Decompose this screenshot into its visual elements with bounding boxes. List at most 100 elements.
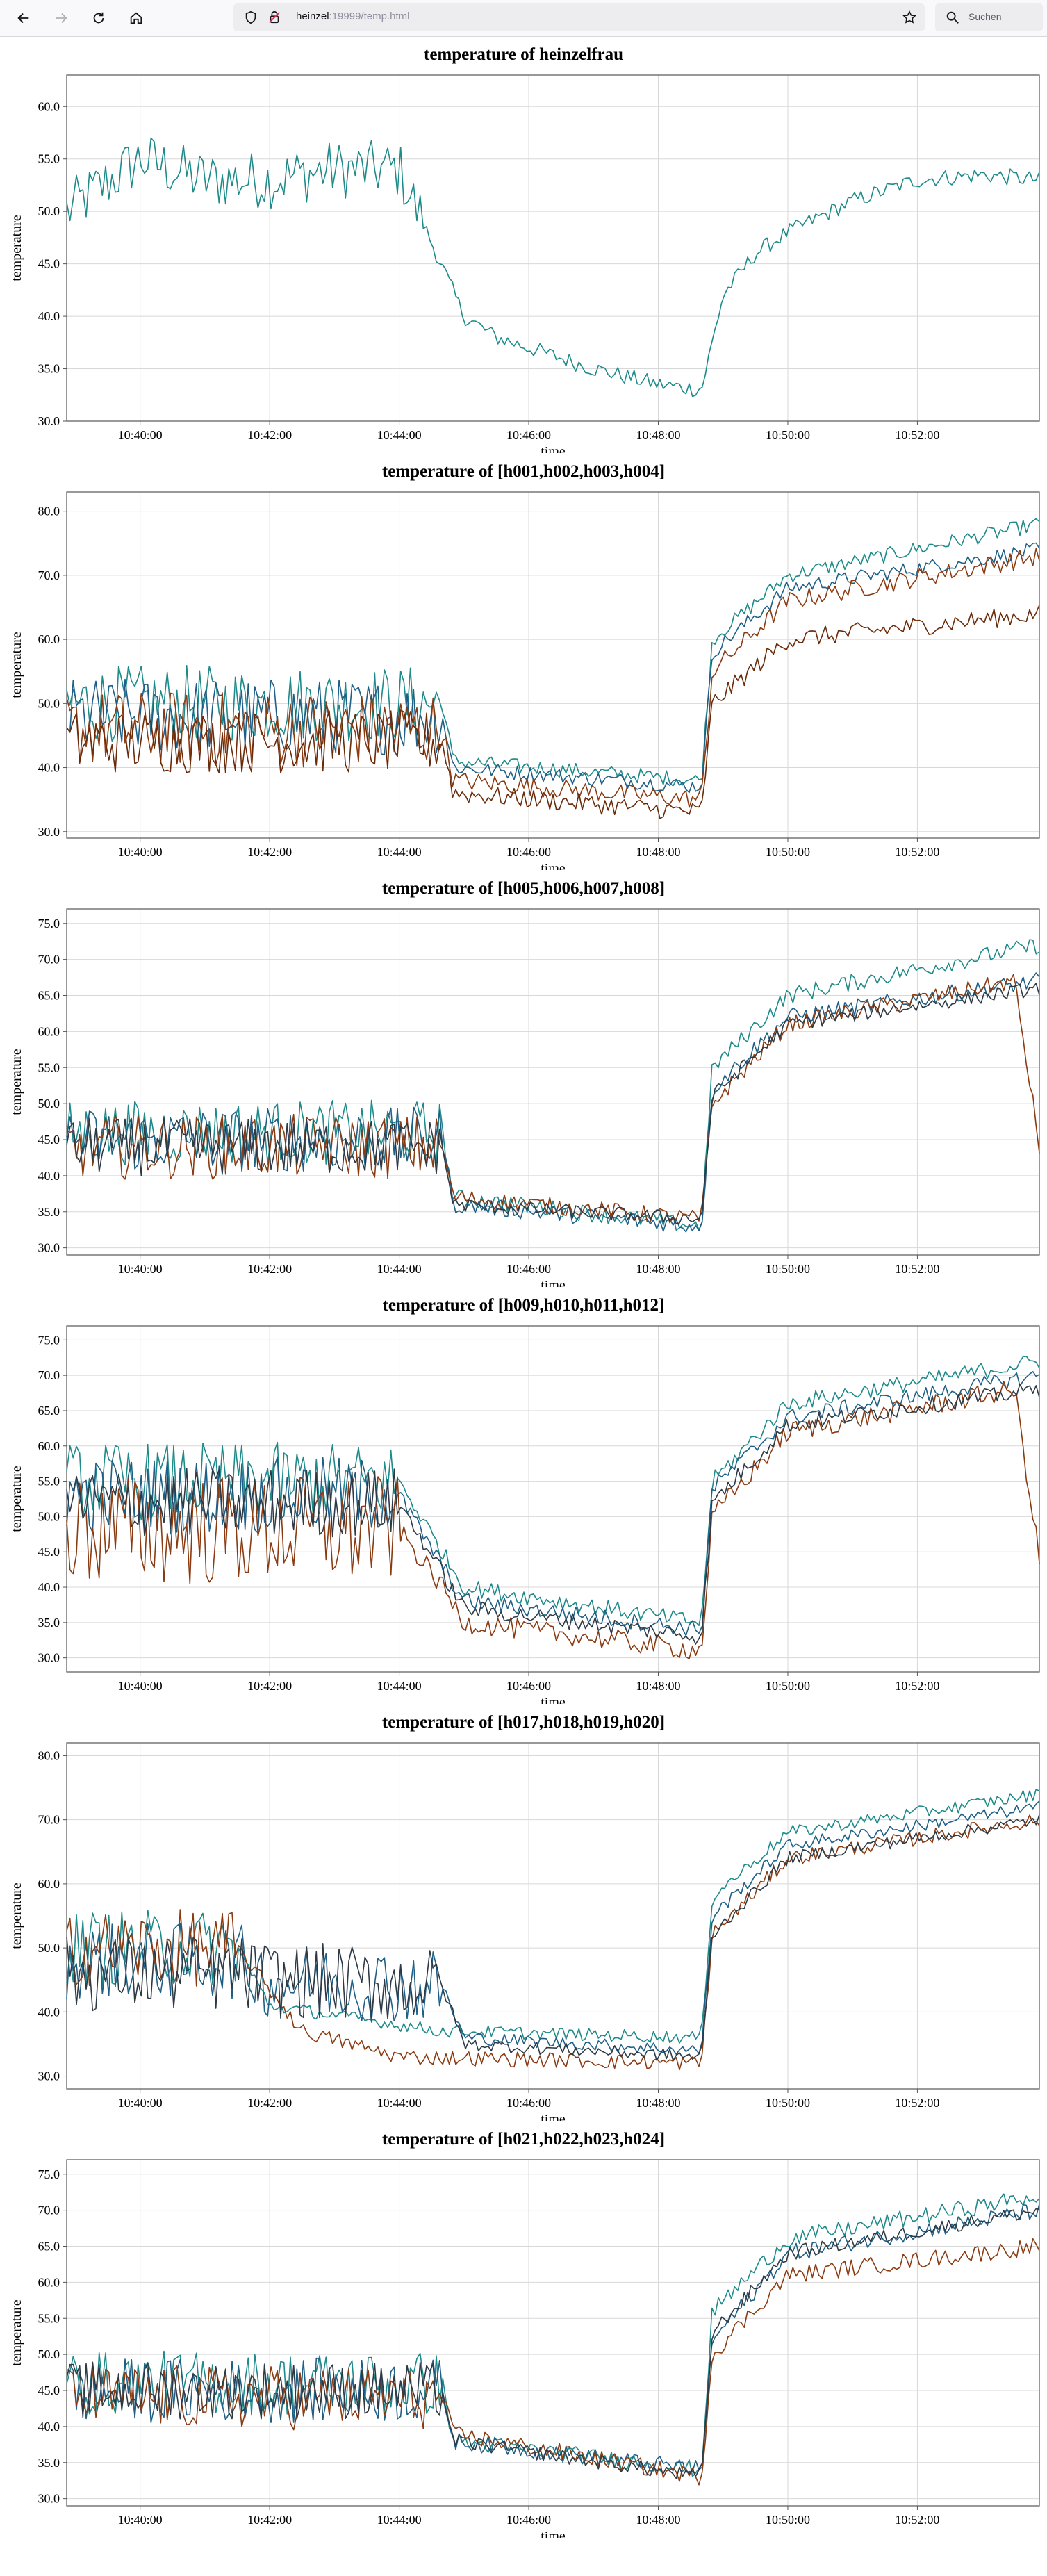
x-tick-label: 10:44:00 [377, 1262, 422, 1276]
x-tick-label: 10:46:00 [506, 1679, 551, 1693]
x-tick-label: 10:48:00 [636, 2096, 680, 2110]
x-axis-label: time [541, 861, 566, 870]
x-tick-label: 10:46:00 [506, 845, 551, 859]
bookmark-star-icon[interactable] [902, 10, 917, 25]
y-tick-label: 55.0 [38, 1060, 60, 1074]
y-tick-label: 35.0 [38, 1616, 60, 1630]
y-tick-label: 30.0 [38, 825, 60, 839]
x-axis-label: time [541, 2112, 566, 2121]
series-line-1 [66, 518, 1040, 787]
y-tick-label: 40.0 [38, 1169, 60, 1183]
y-tick-label: 80.0 [38, 504, 60, 518]
plot-frame [66, 2159, 1040, 2507]
forward-button[interactable] [49, 6, 74, 31]
x-tick-label: 10:52:00 [895, 1679, 939, 1693]
y-tick-label: 60.0 [38, 1439, 60, 1453]
x-tick-label: 10:40:00 [118, 1679, 163, 1693]
y-tick-label: 30.0 [38, 1651, 60, 1665]
address-bar[interactable]: heinzel:19999/temp.html [233, 3, 925, 31]
x-axis-label: time [541, 1278, 566, 1287]
insecure-lock-icon[interactable] [267, 10, 282, 25]
x-tick-label: 10:48:00 [636, 2513, 680, 2527]
plot-frame [66, 74, 1040, 422]
y-tick-label: 40.0 [38, 761, 60, 775]
y-tick-label: 40.0 [38, 2005, 60, 2019]
x-axis-label: time [541, 444, 566, 453]
series-line-4 [66, 605, 1040, 819]
x-tick-label: 10:42:00 [247, 1679, 292, 1693]
x-tick-label: 10:48:00 [636, 1262, 680, 1276]
x-tick-label: 10:44:00 [377, 1679, 422, 1693]
y-tick-label: 80.0 [38, 1748, 60, 1762]
search-bar[interactable]: Suchen [935, 3, 1043, 31]
series-line-2 [66, 1800, 1040, 2056]
x-tick-label: 10:50:00 [766, 2096, 810, 2110]
y-tick-label: 70.0 [38, 1368, 60, 1382]
series-line-3 [66, 1381, 1040, 1659]
shield-icon[interactable] [243, 10, 258, 25]
x-tick-label: 10:44:00 [377, 2096, 422, 2110]
x-tick-label: 10:42:00 [247, 2513, 292, 2527]
arrow-right-icon [56, 13, 67, 24]
series-line-1 [66, 1356, 1040, 1627]
charts-container: temperature of heinzelfrau 30.0 35.0 40.0 45… [0, 36, 1047, 2538]
x-tick-label: 10:46:00 [506, 1262, 551, 1276]
back-button[interactable] [11, 6, 36, 31]
series-line-1 [66, 939, 1040, 1231]
y-tick-label: 30.0 [38, 2069, 60, 2083]
y-tick-label: 70.0 [38, 1813, 60, 1827]
y-tick-label: 75.0 [38, 1333, 60, 1347]
y-tick-label: 30.0 [38, 1241, 60, 1255]
series-line-3 [66, 1814, 1040, 2071]
series-line-4 [66, 1383, 1040, 1645]
x-tick-label: 10:40:00 [118, 428, 163, 442]
x-tick-label: 10:52:00 [895, 2096, 939, 2110]
y-tick-label: 50.0 [38, 1941, 60, 1955]
url-text: heinzel:19999/temp.html [296, 10, 409, 22]
x-axis-label: time [541, 2529, 566, 2538]
series-line-1 [66, 2193, 1040, 2477]
y-axis-label: temperature [9, 2299, 24, 2366]
x-tick-label: 10:48:00 [636, 428, 680, 442]
search-placeholder: Suchen [968, 11, 1002, 22]
reload-icon [93, 12, 104, 24]
y-tick-label: 55.0 [38, 2311, 60, 2325]
arrow-left-icon [17, 13, 29, 24]
y-tick-label: 50.0 [38, 1097, 60, 1110]
y-tick-label: 35.0 [38, 362, 60, 376]
url-path: :19999/temp.html [329, 10, 410, 22]
home-button[interactable] [124, 6, 149, 31]
y-tick-label: 50.0 [38, 1509, 60, 1523]
x-tick-label: 10:40:00 [118, 2513, 163, 2527]
reload-button[interactable] [86, 6, 111, 31]
y-tick-label: 65.0 [38, 1404, 60, 1418]
y-tick-label: 55.0 [38, 152, 60, 166]
chart-2: temperature of [h001,h002,h003,h004] 30.0… [9, 462, 1040, 870]
y-tick-label: 60.0 [38, 99, 60, 113]
series-line-4 [66, 1814, 1040, 2061]
chart-3: temperature of [h005,h006,h007,h008] 30.0… [9, 879, 1040, 1287]
x-tick-label: 10:48:00 [636, 845, 680, 859]
x-tick-label: 10:42:00 [247, 1262, 292, 1276]
series-line-3 [66, 548, 1040, 808]
y-tick-label: 70.0 [38, 568, 60, 582]
y-tick-label: 45.0 [38, 1133, 60, 1147]
y-tick-label: 50.0 [38, 2347, 60, 2361]
x-tick-label: 10:40:00 [118, 1262, 163, 1276]
series-line-1 [66, 137, 1040, 397]
x-tick-label: 10:46:00 [506, 2513, 551, 2527]
y-tick-label: 45.0 [38, 257, 60, 271]
y-tick-label: 60.0 [38, 2275, 60, 2289]
series-line-2 [66, 542, 1040, 794]
x-tick-label: 10:50:00 [766, 2513, 810, 2527]
series-line-3 [66, 2238, 1040, 2486]
y-tick-label: 30.0 [38, 2492, 60, 2506]
x-tick-label: 10:50:00 [766, 428, 810, 442]
x-tick-label: 10:44:00 [377, 428, 422, 442]
plot-frame [66, 908, 1040, 1256]
chart-title: temperature of heinzelfrau [424, 45, 623, 64]
x-tick-label: 10:50:00 [766, 1262, 810, 1276]
x-tick-label: 10:42:00 [247, 845, 292, 859]
y-tick-label: 40.0 [38, 1580, 60, 1594]
chart-1: temperature of heinzelfrau 30.0 35.0 40.0 45… [9, 45, 1040, 453]
